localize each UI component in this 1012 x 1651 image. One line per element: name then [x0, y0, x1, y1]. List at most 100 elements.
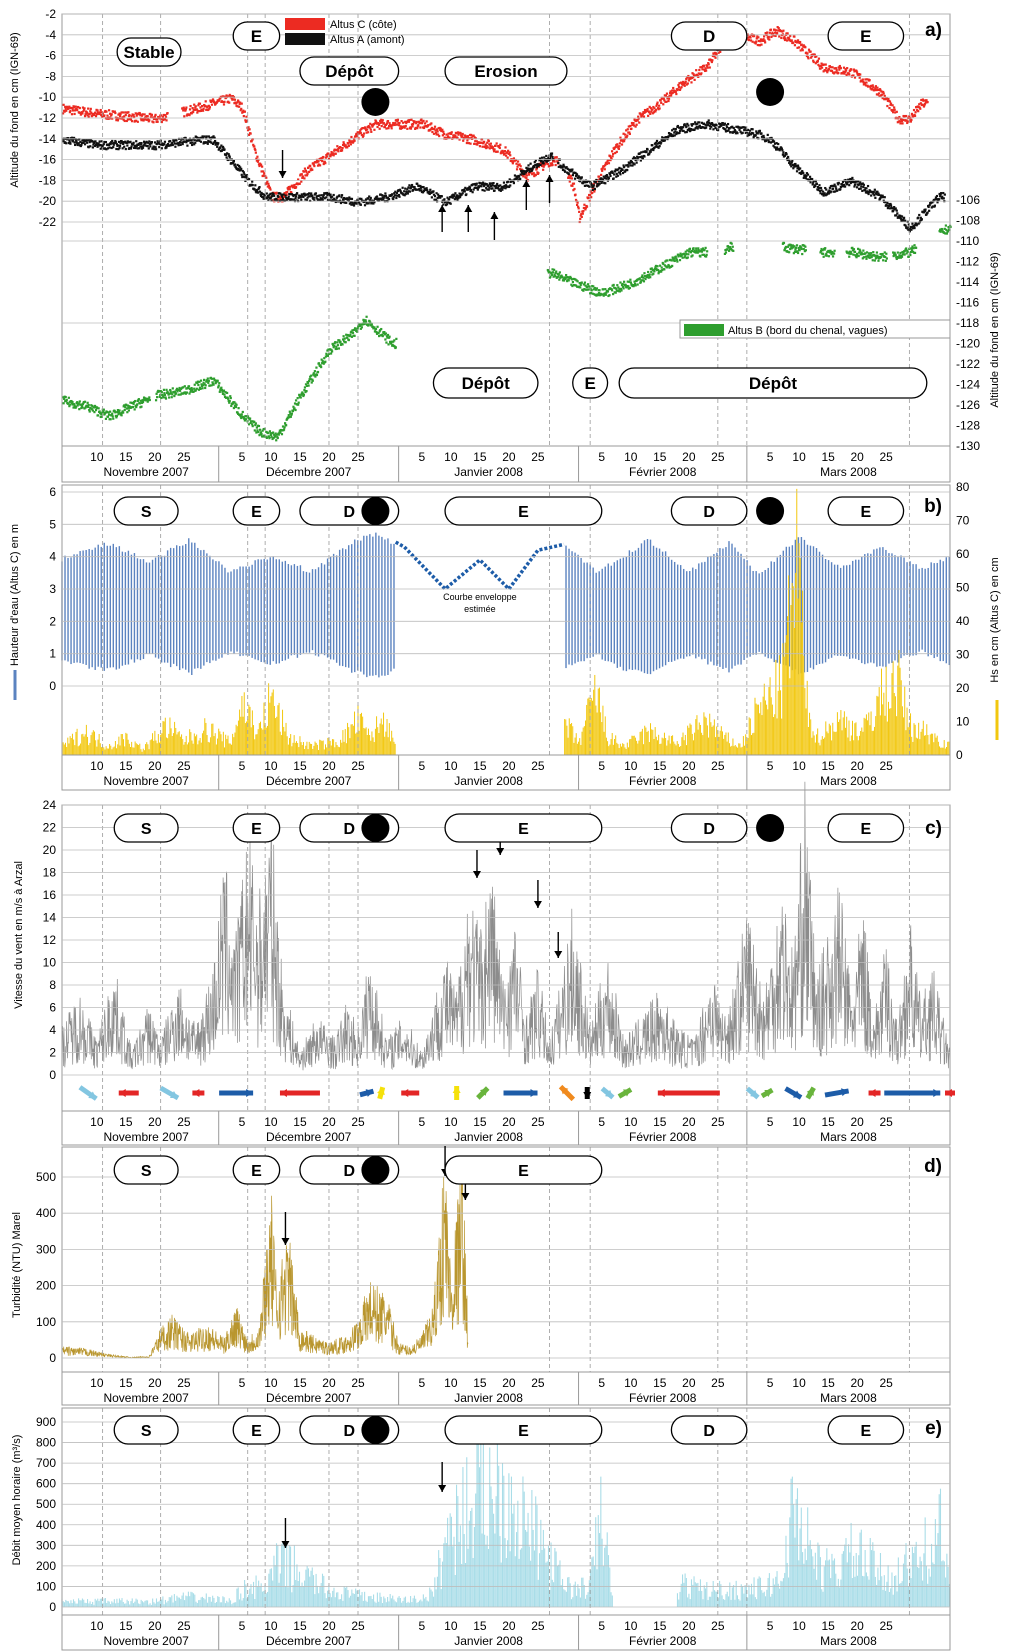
data-point — [928, 203, 931, 207]
data-point — [387, 127, 390, 130]
data-point — [563, 169, 566, 172]
data-point — [881, 194, 884, 197]
data-point — [201, 109, 205, 112]
data-point — [291, 409, 295, 413]
data-point — [418, 121, 421, 125]
data-point — [305, 171, 308, 174]
data-point — [378, 123, 381, 126]
data-point — [315, 373, 319, 377]
data-point — [536, 163, 539, 166]
data-point — [917, 222, 920, 225]
data-point — [589, 190, 592, 193]
data-point — [404, 120, 407, 123]
data-point — [925, 99, 928, 102]
data-point — [173, 142, 176, 145]
data-point — [76, 142, 79, 145]
data-point — [485, 186, 488, 190]
data-point — [408, 184, 411, 187]
data-point — [280, 195, 284, 198]
data-point — [223, 393, 226, 396]
data-point — [395, 337, 398, 340]
data-point — [237, 167, 240, 170]
data-point — [148, 140, 151, 143]
data-point — [786, 32, 789, 35]
data-point — [595, 294, 598, 297]
data-point — [121, 117, 124, 120]
data-point — [861, 189, 864, 192]
data-point — [540, 156, 544, 159]
data-point — [370, 323, 373, 326]
data-point — [67, 107, 70, 110]
data-point — [62, 396, 65, 399]
data-point — [300, 393, 303, 396]
data-point — [348, 202, 351, 205]
data-point — [130, 406, 133, 409]
data-point — [88, 410, 91, 413]
data-point — [686, 76, 689, 79]
data-point — [736, 132, 739, 135]
data-point — [649, 150, 652, 153]
data-point — [865, 257, 868, 260]
data-point — [196, 382, 199, 385]
data-point — [569, 174, 572, 178]
data-point — [777, 29, 780, 32]
data-point — [606, 160, 609, 163]
data-point — [386, 336, 389, 339]
data-point — [830, 184, 834, 187]
data-point — [909, 254, 912, 257]
data-point — [364, 320, 368, 323]
data-point — [595, 287, 599, 290]
data-point — [142, 144, 145, 147]
data-point — [195, 139, 198, 142]
data-point — [100, 111, 103, 114]
data-point — [831, 187, 835, 190]
data-point — [451, 196, 454, 199]
data-point — [88, 113, 91, 116]
data-point — [93, 144, 97, 148]
data-point — [251, 423, 254, 426]
data-point — [150, 141, 153, 144]
data-point — [161, 115, 164, 119]
data-point — [554, 275, 557, 278]
data-point — [240, 413, 243, 416]
data-point — [773, 28, 776, 31]
data-point — [559, 276, 562, 279]
data-point — [70, 402, 74, 405]
data-point — [294, 408, 297, 412]
data-point — [142, 119, 145, 122]
data-point — [453, 198, 456, 201]
data-point — [932, 198, 935, 202]
data-point — [881, 252, 884, 256]
data-point — [787, 245, 790, 248]
data-point — [347, 142, 350, 145]
data-point — [265, 192, 268, 195]
data-point — [814, 179, 817, 183]
data-point — [935, 198, 938, 201]
data-point — [696, 122, 699, 125]
data-point — [350, 135, 353, 139]
data-point — [267, 199, 270, 202]
data-point — [550, 154, 553, 157]
data-point — [390, 127, 393, 130]
data-point — [581, 182, 584, 185]
data-point — [838, 68, 841, 71]
data-point — [824, 63, 827, 66]
data-point — [495, 186, 498, 189]
data-point — [408, 118, 411, 122]
data-point — [86, 401, 89, 404]
data-point — [708, 66, 711, 69]
data-point — [684, 124, 687, 127]
data-point — [113, 110, 116, 113]
data-point — [169, 140, 172, 143]
data-point — [358, 132, 361, 135]
data-point — [251, 183, 254, 187]
data-point — [570, 177, 573, 180]
data-point — [382, 198, 385, 201]
data-point — [79, 403, 82, 406]
data-point — [138, 112, 141, 115]
data-point — [945, 228, 948, 232]
data-point — [184, 108, 187, 111]
data-point — [628, 161, 631, 164]
data-point — [439, 127, 442, 130]
data-point — [197, 104, 200, 107]
